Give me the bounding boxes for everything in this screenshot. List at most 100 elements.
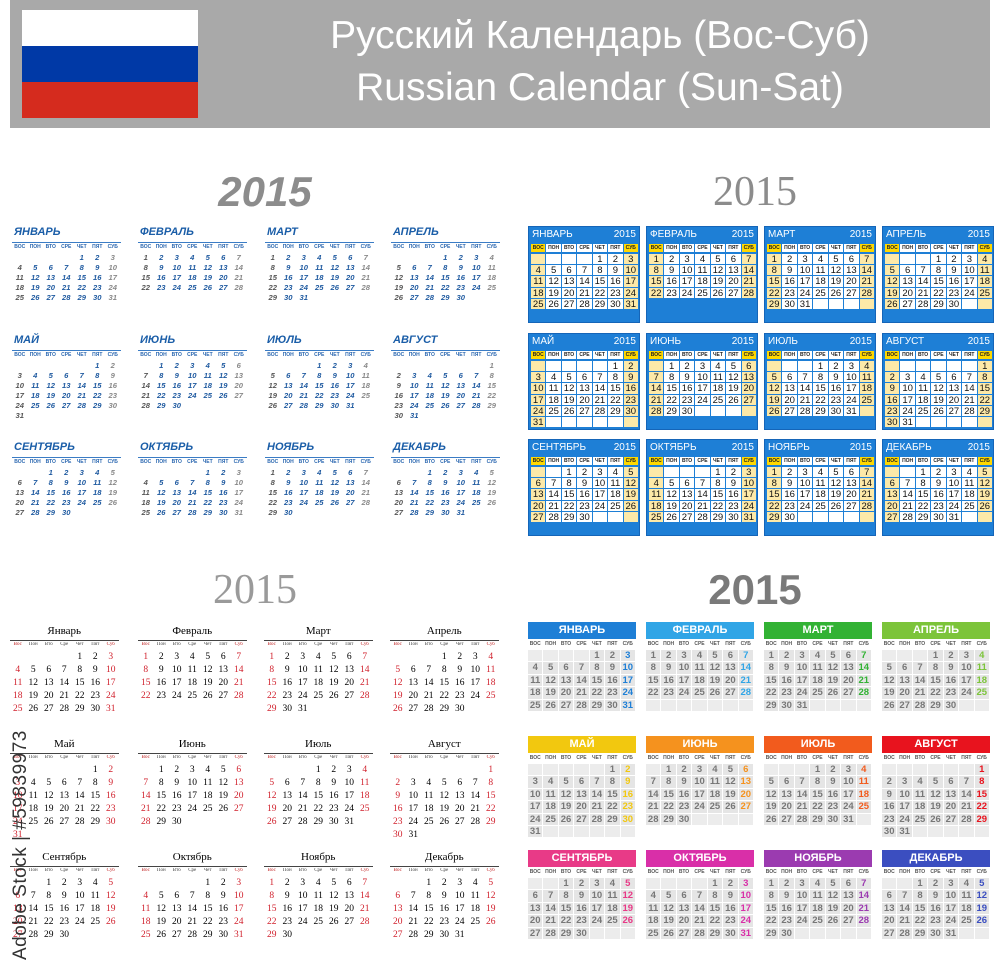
day-cell: 9 <box>782 265 798 277</box>
month-name: Ноябрь <box>301 851 336 863</box>
day-number: 6 <box>457 778 463 788</box>
month-name: МАЙ <box>569 738 595 750</box>
day-cell: 15 <box>931 276 947 288</box>
day-number: 5 <box>205 253 210 262</box>
day-cell: 22 <box>592 287 609 299</box>
day-number: 12 <box>329 665 339 675</box>
day-cell: 25 <box>810 687 826 700</box>
day-cell: 7 <box>856 878 872 891</box>
day-cell: 9 <box>828 372 845 384</box>
day-cell: 26 <box>928 813 944 826</box>
day-cell: 2 <box>782 254 798 266</box>
day-number: 24 <box>346 391 355 400</box>
day-cell <box>779 764 795 777</box>
day-number: 8 <box>488 778 494 788</box>
day-cell: 8 <box>589 662 606 675</box>
day-cell: 31 <box>900 417 916 429</box>
russian-flag-icon <box>22 10 198 118</box>
day-number: 11 <box>31 381 40 390</box>
day-cell: 12 <box>828 265 845 277</box>
month-block: СЕНТЯБРЬ ВОС ПОН ВТО СРЕ ЧЕТ ПЯТ СУБ 1 2 3 4 5 6 7 8 9 10… <box>528 850 636 958</box>
day-number: 31 <box>346 401 355 410</box>
day-cell: 3 <box>623 254 639 266</box>
day-cell: 30 <box>608 298 624 310</box>
day-number: 4 <box>205 765 211 775</box>
day-number: 9 <box>396 381 401 390</box>
day-number: 12 <box>106 891 116 901</box>
day-number: 19 <box>394 283 403 292</box>
day-number: 17 <box>299 273 308 282</box>
day-cell: 28 <box>962 405 978 417</box>
day-cell: 29 <box>977 405 993 417</box>
day-cell: 21 <box>897 915 913 928</box>
day-cell <box>859 511 875 523</box>
day-number: 18 <box>203 381 212 390</box>
day-number: 8 <box>143 665 149 675</box>
day-cell: 8 <box>558 890 575 903</box>
day-cell: 15 <box>764 902 780 916</box>
day-cell: 20 <box>738 788 754 802</box>
day-cell: 22 <box>912 915 929 928</box>
day-cell: 10 <box>897 788 913 802</box>
day-cell: 7 <box>589 776 606 789</box>
weekday-label: ПЯТ <box>723 640 739 649</box>
day-number: 10 <box>172 665 182 675</box>
month-block: ОКТЯБРЬ 2015 ВОС ПОН ВТО СРЕ ЧЕТ ПЯТ СУБ 1 2 3 4 5 6 7 8… <box>646 439 758 536</box>
day-cell: 8 <box>707 890 724 903</box>
day-number: 27 <box>284 401 293 410</box>
day-cell <box>692 878 708 891</box>
day-number: 15 <box>90 791 101 801</box>
year-label: 2015 <box>213 567 297 613</box>
weekday-label: Пон <box>156 642 166 647</box>
month-header-band: АВГУСТ <box>882 736 990 753</box>
day-cell: 12 <box>825 890 842 903</box>
day-cell: 10 <box>794 662 811 675</box>
day-cell: 4 <box>859 361 875 373</box>
day-cell: 27 <box>528 927 544 940</box>
day-number: 5 <box>331 878 337 888</box>
day-cell: 17 <box>692 788 708 802</box>
day-cell: 17 <box>741 489 757 501</box>
day-number: 23 <box>456 283 465 292</box>
day-number: 21 <box>75 804 85 814</box>
month-name: МАРТ <box>267 226 298 238</box>
day-cell: 19 <box>828 489 845 501</box>
day-number: 19 <box>157 498 166 507</box>
day-cell: 5 <box>661 890 677 903</box>
day-cell <box>561 254 578 266</box>
day-number: 14 <box>141 791 151 801</box>
day-number: 21 <box>470 804 481 814</box>
day-number: 4 <box>33 371 38 380</box>
day-number: 28 <box>408 930 419 940</box>
day-number: 30 <box>62 508 71 517</box>
day-number: 23 <box>284 283 293 292</box>
month-name: НОЯБРЬ <box>768 442 810 453</box>
day-number: 5 <box>488 878 494 888</box>
day-number: 3 <box>174 652 180 662</box>
day-number: 21 <box>62 283 71 292</box>
weekday-label: ПЯТ <box>962 244 978 253</box>
day-number: 11 <box>13 678 23 688</box>
day-cell: 14 <box>646 788 662 802</box>
month-block: МАРТ ВОС ПОН ВТО СРЕ ЧЕТ ПЯТ СУБ 1 2 3 4 5 6 7 8 9 10 11 12… <box>265 226 375 326</box>
day-number: 2 <box>64 468 69 477</box>
day-number: 28 <box>141 817 151 827</box>
day-cell: 2 <box>828 361 845 373</box>
day-number: 4 <box>362 765 368 775</box>
day-number: 29 <box>424 930 434 940</box>
weekday-label: Вос <box>393 868 402 873</box>
day-number: 24 <box>298 917 308 927</box>
day-cell: 1 <box>912 878 929 891</box>
day-cell: 6 <box>844 467 860 479</box>
day-number: 1 <box>77 652 83 662</box>
month-header-band: МАЙ <box>528 736 636 753</box>
month-header-band: ИЮНЬ <box>646 736 754 753</box>
day-number: 8 <box>46 891 52 901</box>
day-cell: 27 <box>738 801 754 814</box>
day-cell: 2 <box>574 878 590 891</box>
day-number: 26 <box>267 817 277 827</box>
month-underline <box>12 242 121 243</box>
day-number: 4 <box>30 778 36 788</box>
day-number: 10 <box>346 371 355 380</box>
day-cell: 1 <box>608 361 624 373</box>
